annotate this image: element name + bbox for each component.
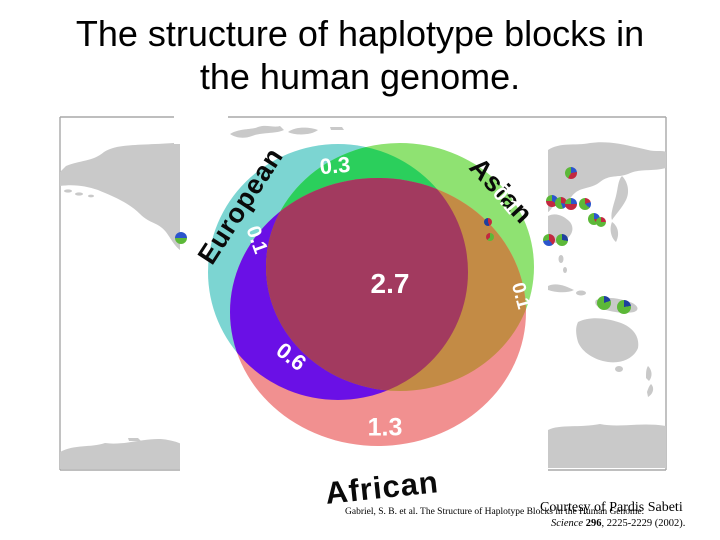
land-arctic-speck [330,127,344,130]
citation-pages: , 2225-2229 (2002). [601,518,686,529]
land-indonesia [576,290,586,296]
population-pie-marker [597,296,611,310]
population-pie-marker [555,197,567,209]
citation-reference: Gabriel, S. B. et al. The Structure of H… [345,507,645,517]
population-pie-marker [543,234,555,246]
map-land [60,125,666,469]
land-aleutians [88,194,94,198]
map-top-sliver [230,125,344,138]
land-new-zealand [646,366,654,397]
land-aleutians [75,192,83,196]
population-pie-marker [175,232,187,244]
population-pie-marker [596,217,606,227]
land-australia [576,318,639,363]
citation-courtesy: Courtesy of Pardis Sabeti [540,500,683,515]
land-indonesia [548,284,574,293]
map-frame-border [59,116,667,471]
land-kamchatka [611,176,629,220]
map-left-panel [60,142,186,469]
title-line-1: The structure of haplotype blocks in [75,13,645,54]
population-pie-marker [556,234,568,246]
venn-diagram [208,143,534,446]
venn-value-african-only: 1.3 [367,413,403,442]
population-pie-marker [484,218,492,226]
land-japan [610,222,619,242]
land-arctic-islands [230,125,284,138]
land-philippines [563,267,567,273]
venn-background-notch [174,110,228,144]
land-north-america [60,142,186,253]
land-greenland-edge [288,127,318,135]
land-siberia [548,142,666,212]
citation-volume: 296 [583,518,602,529]
population-pie-marker [565,167,577,179]
land-antarctica-west [60,439,186,469]
land-tasmania [615,366,623,372]
venn-value-european-asian: 0.3 [318,151,352,180]
title-line-2: the human genome. [199,56,521,97]
population-pie-marker [486,233,494,241]
slide-title: The structure of haplotype blocks in the… [0,12,720,98]
population-pie-marker [565,198,577,210]
citation-journal-name: Science [551,518,584,529]
population-pie-marker [579,198,591,210]
venn-value-all-three: 2.7 [370,268,410,299]
citation-journal-line: Science 296, 2225-2229 (2002). [551,518,685,529]
land-aleutians [64,189,72,193]
land-antarctica-speck [128,438,141,441]
land-philippines [558,255,564,263]
land-antarctica-east [548,424,666,468]
map-right-panel [548,142,666,468]
population-pie-marker [617,300,631,314]
